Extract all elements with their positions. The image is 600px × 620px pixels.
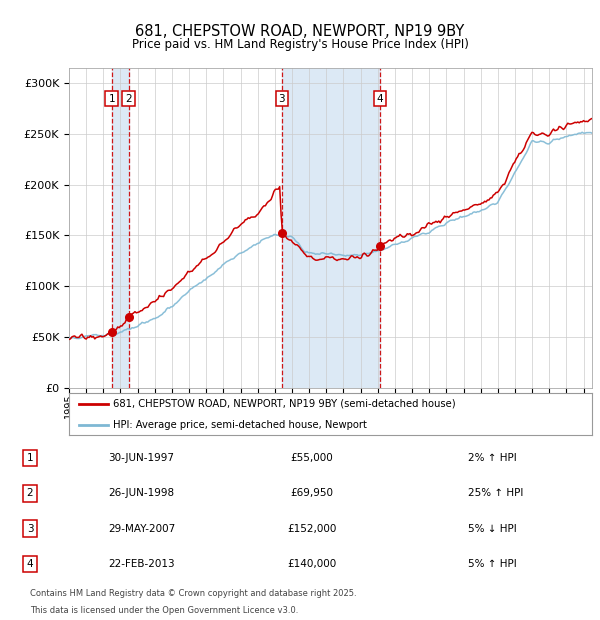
Text: £152,000: £152,000 <box>287 523 337 534</box>
Text: 4: 4 <box>26 559 34 569</box>
Text: 1: 1 <box>109 94 115 104</box>
Text: 2% ↑ HPI: 2% ↑ HPI <box>468 453 517 463</box>
Text: £55,000: £55,000 <box>290 453 334 463</box>
Text: 26-JUN-1998: 26-JUN-1998 <box>108 488 174 498</box>
Bar <box>112 68 128 388</box>
Text: 25% ↑ HPI: 25% ↑ HPI <box>468 488 523 498</box>
Text: This data is licensed under the Open Government Licence v3.0.: This data is licensed under the Open Gov… <box>30 606 298 615</box>
Text: 30-JUN-1997: 30-JUN-1997 <box>108 453 174 463</box>
Text: 681, CHEPSTOW ROAD, NEWPORT, NP19 9BY: 681, CHEPSTOW ROAD, NEWPORT, NP19 9BY <box>136 24 464 38</box>
Text: 22-FEB-2013: 22-FEB-2013 <box>108 559 175 569</box>
Text: £69,950: £69,950 <box>290 488 334 498</box>
Text: £140,000: £140,000 <box>287 559 337 569</box>
Text: 681, CHEPSTOW ROAD, NEWPORT, NP19 9BY (semi-detached house): 681, CHEPSTOW ROAD, NEWPORT, NP19 9BY (s… <box>113 399 456 409</box>
Text: 3: 3 <box>26 523 34 534</box>
Text: 5% ↓ HPI: 5% ↓ HPI <box>468 523 517 534</box>
Text: 29-MAY-2007: 29-MAY-2007 <box>108 523 175 534</box>
Text: Contains HM Land Registry data © Crown copyright and database right 2025.: Contains HM Land Registry data © Crown c… <box>30 588 356 598</box>
Text: 4: 4 <box>377 94 383 104</box>
Text: 2: 2 <box>125 94 132 104</box>
Text: 1: 1 <box>26 453 34 463</box>
Text: Price paid vs. HM Land Registry's House Price Index (HPI): Price paid vs. HM Land Registry's House … <box>131 38 469 51</box>
Text: 5% ↑ HPI: 5% ↑ HPI <box>468 559 517 569</box>
Text: 2: 2 <box>26 488 34 498</box>
Text: HPI: Average price, semi-detached house, Newport: HPI: Average price, semi-detached house,… <box>113 420 367 430</box>
Text: 3: 3 <box>278 94 285 104</box>
Bar <box>282 68 380 388</box>
